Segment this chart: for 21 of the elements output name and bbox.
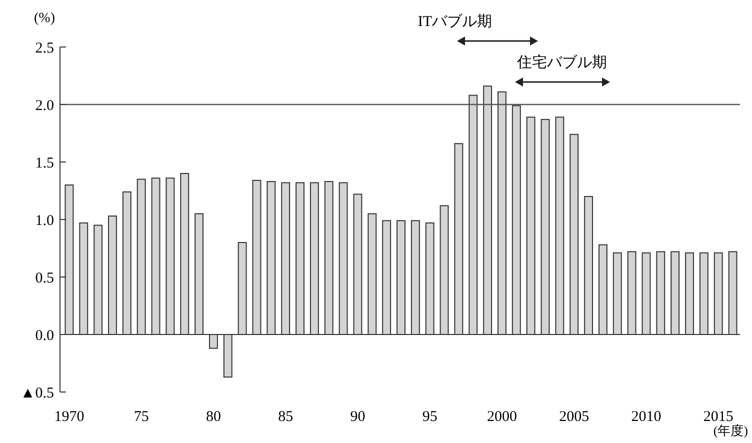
y-tick-label: 1.0: [35, 212, 54, 229]
x-tick-label: 2000: [486, 409, 517, 425]
x-axis-title: (年度): [713, 423, 748, 438]
x-tick-label: 2005: [559, 409, 590, 425]
y-tick-label: 2.5: [35, 40, 54, 56]
text: ITバブル期: [418, 13, 492, 30]
annotation: 住宅バブル期: [516, 54, 607, 71]
x-tick-label: 95: [422, 409, 438, 425]
x-tick-label: 1970: [54, 409, 84, 425]
x-tick-label: 80: [206, 409, 221, 425]
y-tick-label: 1.5: [35, 155, 54, 172]
y-tick-label: ▲0.5: [20, 385, 54, 402]
x-tick-label: 2010: [631, 409, 662, 425]
x-tick-label: 2015: [703, 409, 734, 425]
x-tick-label: 75: [134, 409, 149, 425]
y-axis-title: (%): [34, 11, 56, 26]
y-tick-label: 0.5: [35, 270, 54, 286]
y-tick-label: 2.0: [35, 98, 54, 114]
y-tick-label: 0.0: [35, 328, 54, 344]
x-tick-label: 90: [350, 409, 366, 425]
x-tick-label: 85: [278, 409, 294, 425]
